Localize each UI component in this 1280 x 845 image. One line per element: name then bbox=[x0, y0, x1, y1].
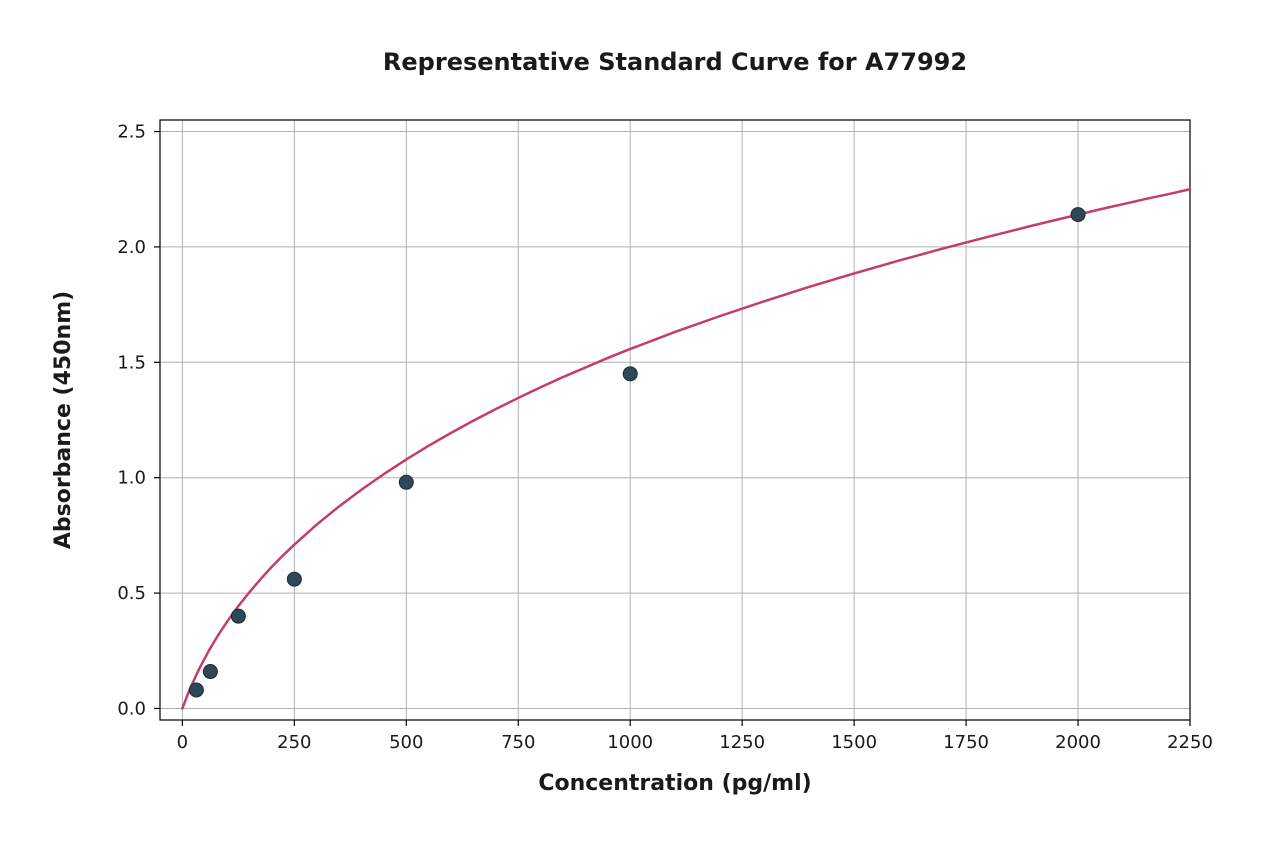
standard-curve-chart: 0 250 500 750 1000 1250 1500 1750 2000 2250 0.0 0.5… bbox=[0, 0, 1280, 845]
y-tick-label: 2.5 bbox=[117, 122, 146, 143]
y-tick-label: 0.5 bbox=[117, 583, 146, 604]
x-tick-label: 2250 bbox=[1167, 732, 1213, 753]
y-tick-label: 1.0 bbox=[117, 468, 146, 489]
x-tick-label: 2000 bbox=[1055, 732, 1101, 753]
x-tick-label: 1000 bbox=[607, 732, 653, 753]
x-tick-label: 1500 bbox=[831, 732, 877, 753]
x-tick-label: 1750 bbox=[943, 732, 989, 753]
x-tick-label: 250 bbox=[277, 732, 311, 753]
data-point bbox=[189, 683, 203, 697]
data-point bbox=[203, 665, 217, 679]
y-tick-label: 1.5 bbox=[117, 352, 146, 373]
x-tick-label: 0 bbox=[177, 732, 188, 753]
x-tick-label: 750 bbox=[501, 732, 535, 753]
y-tick-label: 0.0 bbox=[117, 698, 146, 719]
chart-title: Representative Standard Curve for A77992 bbox=[383, 48, 967, 76]
x-tick-label: 500 bbox=[389, 732, 423, 753]
data-point bbox=[1071, 208, 1085, 222]
y-tick-label: 2.0 bbox=[117, 237, 146, 258]
x-tick-label: 1250 bbox=[719, 732, 765, 753]
data-point bbox=[399, 475, 413, 489]
data-point bbox=[623, 367, 637, 381]
data-point bbox=[287, 572, 301, 586]
chart-container: 0 250 500 750 1000 1250 1500 1750 2000 2250 0.0 0.5… bbox=[0, 0, 1280, 845]
x-axis-label: Concentration (pg/ml) bbox=[538, 771, 811, 796]
y-axis-label: Absorbance (450nm) bbox=[51, 291, 76, 549]
data-point bbox=[231, 609, 245, 623]
